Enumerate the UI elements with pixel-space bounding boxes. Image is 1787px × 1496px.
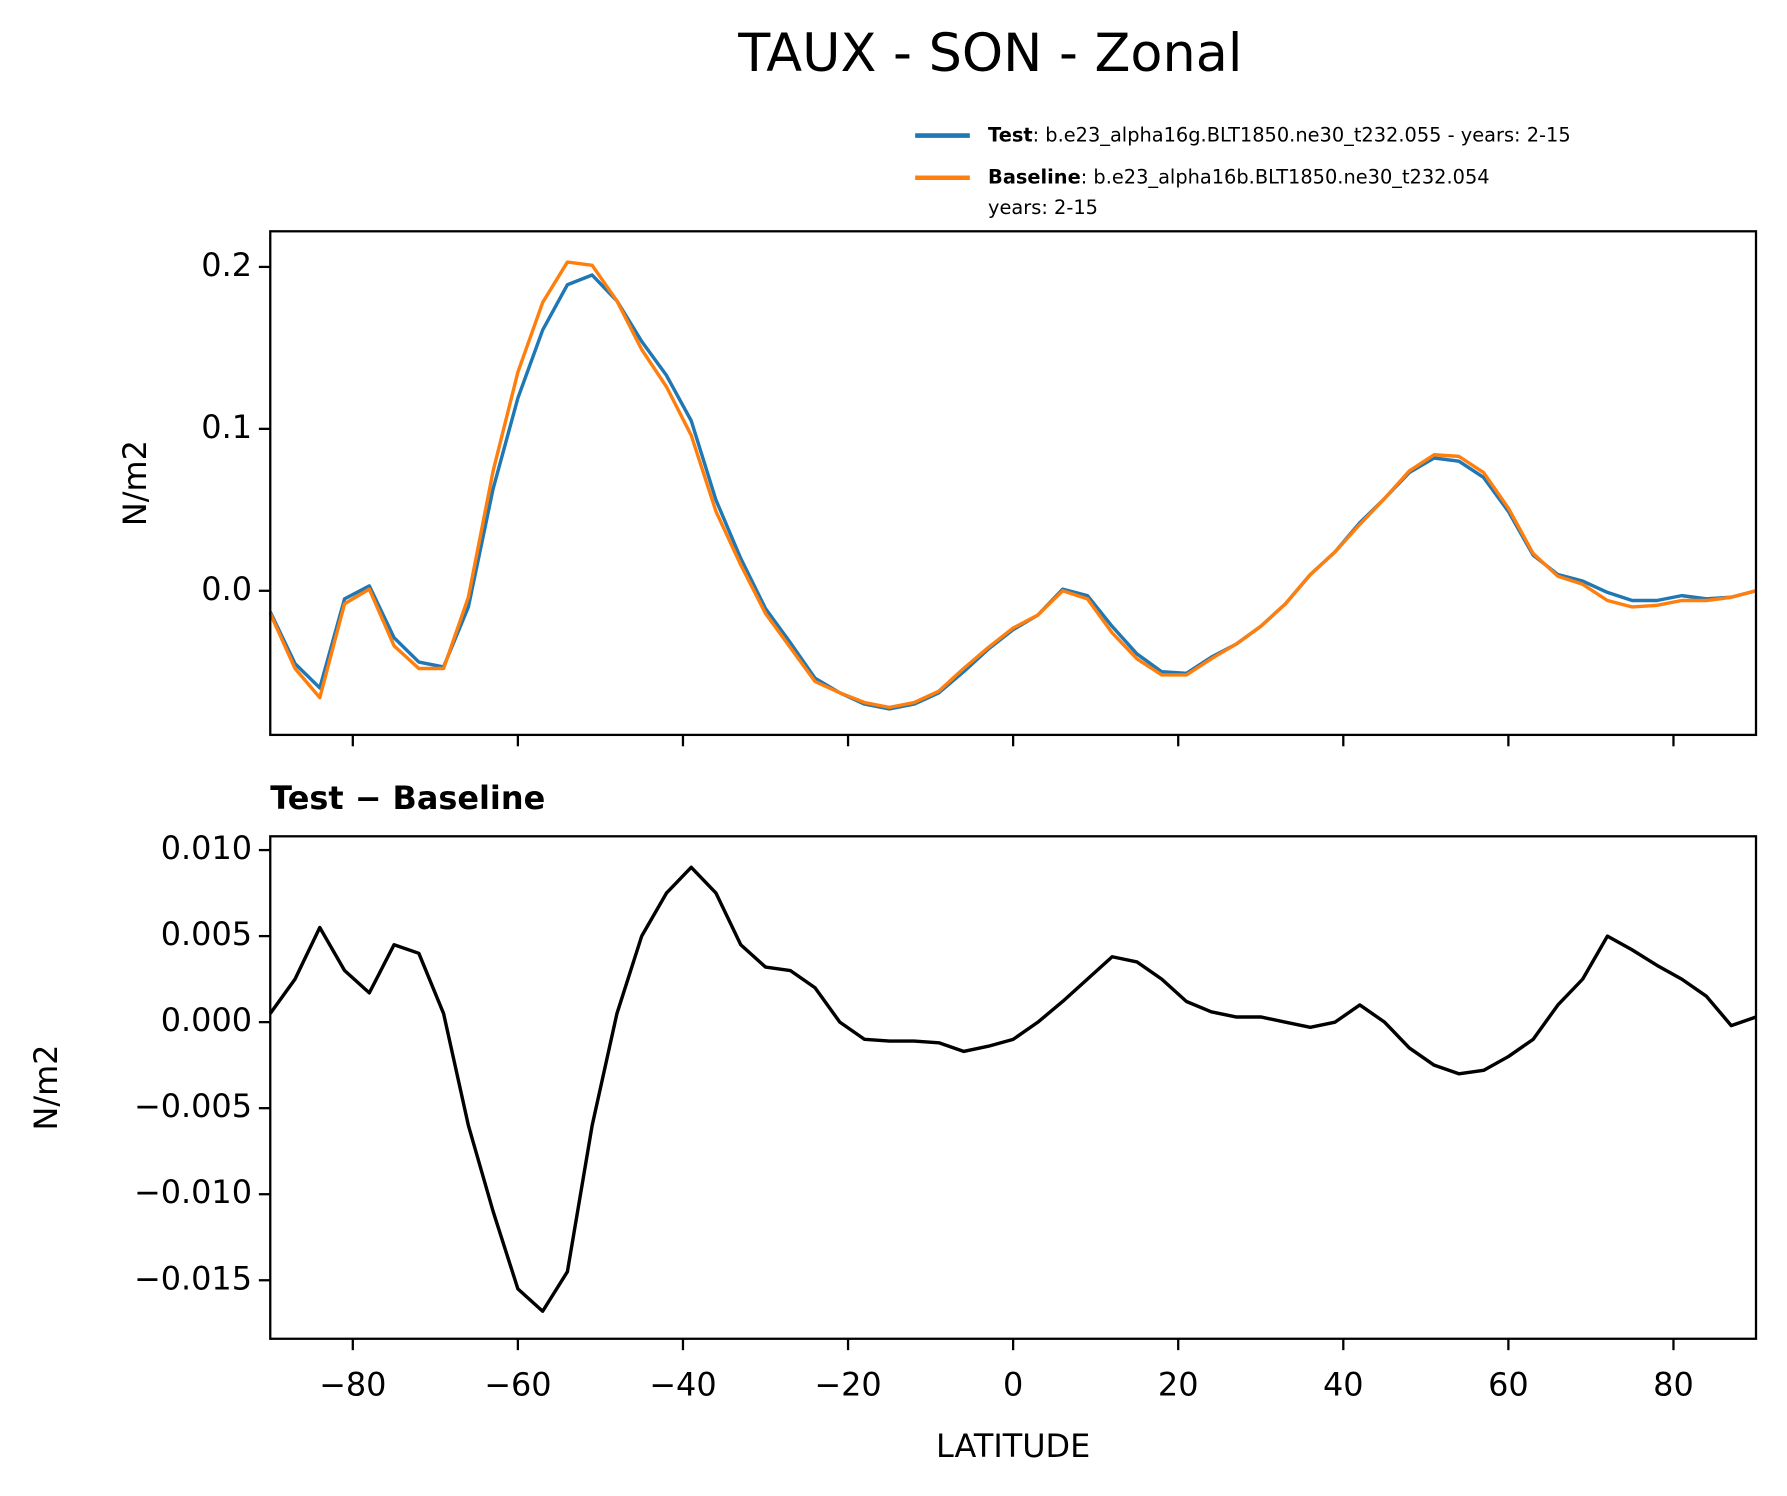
legend-label: : b.e23_alpha16g.BLT1850.ne30_t232.055 -… xyxy=(1033,123,1571,146)
legend-entry: Test: b.e23_alpha16g.BLT1850.ne30_t232.0… xyxy=(988,123,1571,146)
y-tick-label: −0.010 xyxy=(134,1173,252,1211)
x-axis-label: LATITUDE xyxy=(936,1427,1090,1465)
axes-frame xyxy=(269,835,1758,1340)
legend-label: : b.e23_alpha16b.BLT1850.ne30_t232.054 xyxy=(1081,165,1490,188)
x-tick-label: −60 xyxy=(484,1366,551,1404)
x-tick-label: 40 xyxy=(1323,1366,1364,1404)
y-tick-label: 0.010 xyxy=(161,829,252,867)
x-tick-label: 80 xyxy=(1653,1366,1694,1404)
chart-title: TAUX - SON - Zonal xyxy=(737,23,1242,84)
axes-frame xyxy=(269,230,1758,737)
x-tick-label: −20 xyxy=(814,1366,881,1404)
x-tick-label: 60 xyxy=(1488,1366,1529,1404)
y-axis-label: N/m2 xyxy=(116,440,154,526)
legend-label-line: years: 2-15 xyxy=(988,196,1098,219)
data-line xyxy=(268,865,1757,1313)
y-tick-label: −0.015 xyxy=(134,1259,252,1297)
y-tick-label: 0.1 xyxy=(201,408,252,446)
y-tick-label: −0.005 xyxy=(134,1087,252,1125)
x-tick-label: −40 xyxy=(649,1366,716,1404)
legend-name: Test xyxy=(988,123,1033,146)
subplot-title: Test − Baseline xyxy=(270,779,545,817)
y-tick-label: 0.005 xyxy=(161,915,252,953)
y-tick-label: 0.000 xyxy=(161,1001,252,1039)
x-tick-label: 20 xyxy=(1158,1366,1199,1404)
data-line xyxy=(268,273,1757,711)
y-tick-label: 0.2 xyxy=(201,246,252,284)
y-tick-label: 0.0 xyxy=(201,570,252,608)
legend-name: Baseline xyxy=(988,165,1081,188)
x-tick-label: −80 xyxy=(319,1366,386,1404)
data-line xyxy=(268,260,1757,710)
x-tick-label: 0 xyxy=(1003,1366,1023,1404)
legend-entry: Baseline: b.e23_alpha16b.BLT1850.ne30_t2… xyxy=(988,165,1490,188)
y-axis-label: N/m2 xyxy=(27,1045,65,1131)
